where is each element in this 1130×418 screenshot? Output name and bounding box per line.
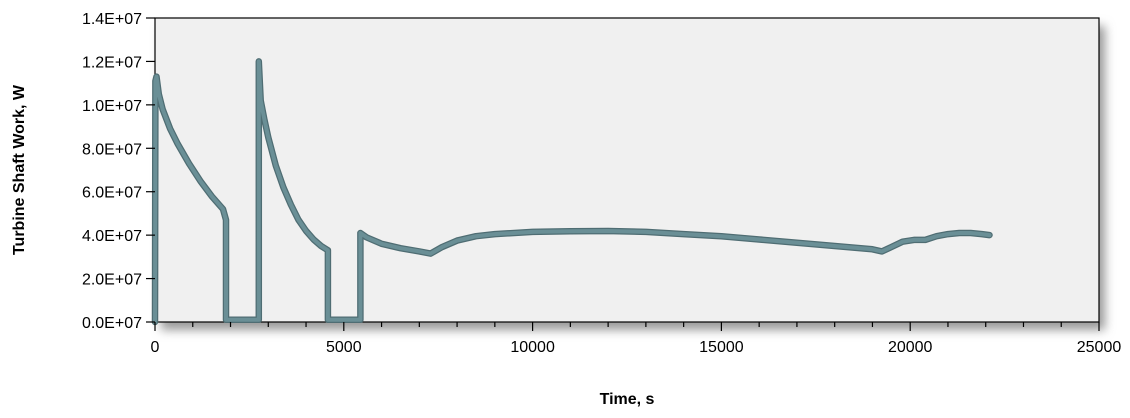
- y-axis-title: Turbine Shaft Work, W: [11, 84, 28, 255]
- x-tick-label: 0: [151, 339, 160, 356]
- series-line: [153, 59, 992, 324]
- x-tick-label: 5000: [326, 339, 362, 356]
- x-tick-label: 15000: [699, 339, 744, 356]
- x-tick-label: 20000: [888, 339, 933, 356]
- y-tick-label: 6.0E+07: [82, 185, 142, 202]
- y-tick-label: 1.4E+07: [82, 11, 142, 28]
- y-tick-label: 4.0E+07: [82, 228, 142, 245]
- x-tick-label: 25000: [1077, 339, 1122, 356]
- x-tick-label: 10000: [510, 339, 555, 356]
- x-axis-title: Time, s: [600, 391, 655, 408]
- y-tick-label: 8.0E+07: [82, 141, 142, 158]
- plot-area: [154, 17, 1100, 323]
- y-tick-label: 1.0E+07: [82, 98, 142, 115]
- y-tick-label: 2.0E+07: [82, 272, 142, 289]
- y-tick-label: 1.2E+07: [82, 54, 142, 71]
- y-tick-label: 0.0E+07: [82, 315, 142, 332]
